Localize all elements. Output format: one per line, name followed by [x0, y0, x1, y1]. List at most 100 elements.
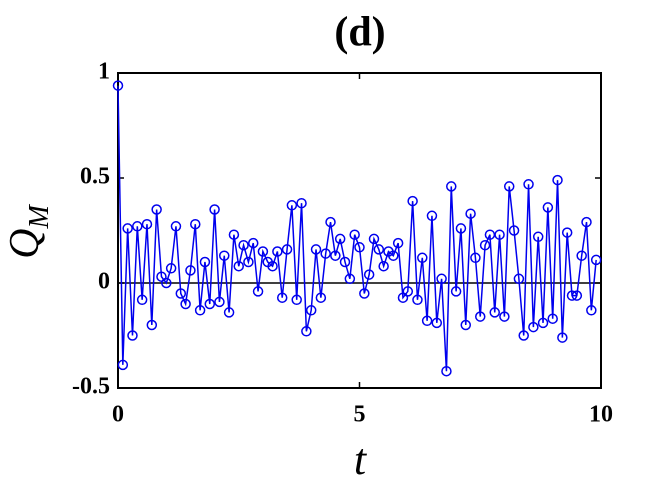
data-point: [436, 273, 447, 285]
data-point: [344, 273, 356, 285]
data-point: [523, 179, 534, 190]
data-point: [170, 221, 182, 232]
data-point: [228, 229, 240, 240]
x-tick-label: 5: [354, 402, 366, 428]
data-point: [465, 208, 476, 219]
data-point: [479, 239, 491, 251]
data-point: [503, 181, 515, 192]
y-tick-label: 0.5: [80, 164, 110, 190]
data-point: [388, 250, 399, 261]
data-point: [296, 197, 307, 209]
data-point: [301, 326, 312, 337]
data-point: [528, 321, 539, 333]
data-point: [339, 256, 351, 268]
data-point: [363, 269, 375, 280]
data-point: [190, 218, 201, 230]
x-axis-label: t: [354, 435, 368, 484]
data-point: [557, 332, 568, 343]
data-point: [571, 290, 583, 301]
data-point: [161, 277, 172, 289]
data-point: [199, 256, 211, 268]
data-point: [122, 223, 133, 234]
series-line: [117, 85, 597, 372]
y-axis-label: QM: [2, 203, 55, 258]
data-point: [392, 237, 404, 249]
data-point: [561, 227, 573, 238]
data-point: [441, 365, 452, 377]
data-point: [581, 216, 592, 228]
data-point: [359, 288, 370, 299]
data-point: [532, 231, 544, 243]
data-point: [542, 202, 554, 213]
data-point: [499, 311, 510, 322]
data-point: [310, 244, 322, 255]
data-point: [117, 359, 129, 371]
data-point: [455, 223, 467, 234]
data-point: [209, 204, 220, 215]
data-point: [417, 252, 428, 264]
data-point: [407, 195, 418, 207]
data-point: [426, 210, 438, 222]
y-label-main: Q: [2, 228, 48, 258]
data-point: [165, 263, 177, 274]
data-point: [238, 239, 249, 251]
y-label-sub: M: [24, 203, 55, 229]
data-point: [204, 298, 216, 310]
data-point: [291, 294, 302, 306]
data-point: [223, 307, 235, 318]
data-point: [247, 237, 259, 249]
data-point: [325, 216, 336, 228]
data-point: [219, 250, 230, 261]
data-point: [450, 286, 462, 297]
data-point: [320, 248, 331, 259]
data-point: [305, 305, 317, 316]
data-point: [127, 330, 138, 341]
data-point: [508, 225, 520, 236]
data-point: [315, 292, 327, 303]
data-point: [194, 305, 206, 316]
data-point: [243, 256, 254, 268]
data-point: [146, 319, 158, 331]
data-point: [590, 254, 602, 266]
x-tick-label: 10: [589, 402, 613, 428]
chart-title: (d): [334, 10, 385, 56]
data-point: [378, 260, 389, 272]
data-point: [252, 286, 264, 297]
data-point: [132, 221, 143, 232]
data-point: [233, 260, 244, 272]
data-point: [349, 229, 360, 240]
data-point: [421, 315, 433, 327]
data-point: [402, 286, 414, 297]
data-point: [214, 296, 225, 308]
y-tick-label: 1: [98, 59, 110, 85]
data-point: [354, 242, 365, 253]
data-point: [330, 250, 341, 261]
data-point: [141, 218, 153, 230]
data-point: [431, 317, 443, 329]
data-point: [281, 244, 293, 255]
data-point: [175, 288, 187, 299]
data-point: [368, 233, 380, 245]
data-point: [112, 80, 124, 91]
data-point: [446, 181, 457, 192]
data-point: [267, 260, 278, 272]
data-point: [547, 313, 558, 324]
y-tick-label: 0: [98, 269, 110, 295]
data-point: [136, 294, 148, 306]
data-point: [475, 311, 486, 322]
data-point: [272, 246, 283, 257]
data-point: [552, 174, 563, 186]
data-point: [412, 294, 423, 306]
data-point: [518, 330, 529, 341]
data-point: [537, 317, 549, 329]
data-point: [470, 252, 481, 264]
data-point: [494, 229, 505, 240]
data-point: [180, 298, 191, 310]
data-point: [373, 244, 385, 255]
data-point: [257, 246, 269, 257]
data-point: [276, 292, 288, 303]
data-point: [513, 273, 525, 285]
data-point: [460, 319, 472, 331]
data-point: [286, 200, 298, 211]
